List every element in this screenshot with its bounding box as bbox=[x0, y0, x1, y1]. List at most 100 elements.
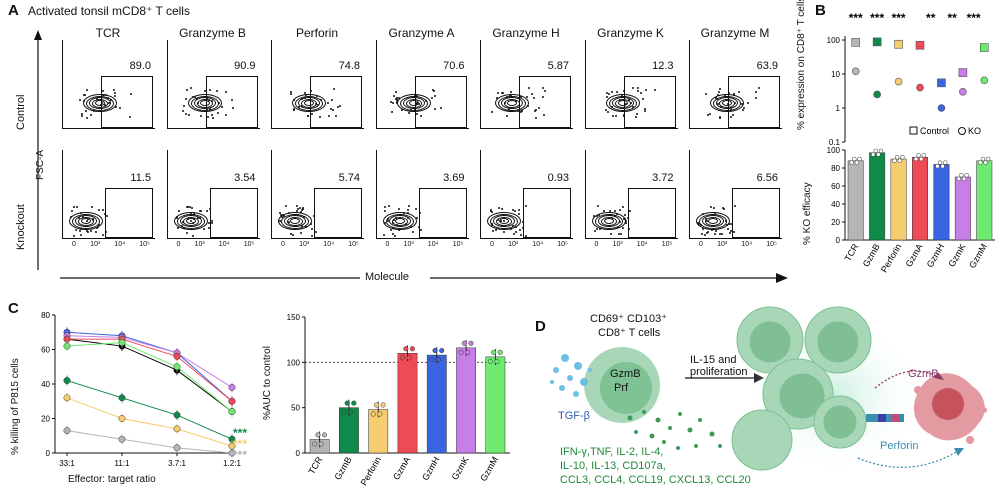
facs-event-dot bbox=[714, 232, 717, 235]
facs-event-dot bbox=[605, 92, 608, 95]
facs-event-dot bbox=[333, 87, 336, 90]
facs-event-dot bbox=[605, 96, 608, 99]
facs-event-dot bbox=[102, 234, 105, 237]
facs-event-dot bbox=[621, 227, 624, 230]
panel-c-xlabel: Effector: target ratio bbox=[68, 474, 156, 485]
facs-contour bbox=[495, 94, 529, 112]
panel-a-title: Activated tonsil mCD8⁺ T cells bbox=[28, 4, 190, 18]
facs-column-header: Granzyme K bbox=[597, 26, 664, 40]
facs-event-dot bbox=[231, 107, 234, 110]
facs-event-dot bbox=[206, 109, 209, 112]
facs-event-dot bbox=[615, 90, 618, 93]
facs-event-dot bbox=[542, 113, 545, 116]
facs-event-dot bbox=[643, 107, 646, 110]
facs-event-dot bbox=[408, 205, 411, 208]
facs-contour bbox=[69, 212, 103, 230]
panel-b-efficacy-dot bbox=[897, 158, 903, 164]
facs-event-dot bbox=[208, 222, 211, 225]
facs-event-dot bbox=[292, 98, 295, 101]
panel-b-efficacy-bar bbox=[933, 164, 950, 241]
facs-gate-percent: 12.3 bbox=[652, 60, 674, 72]
facs-event-dot bbox=[207, 99, 210, 102]
facs-event-dot bbox=[119, 106, 122, 109]
facs-event-dot bbox=[610, 217, 613, 220]
facs-event-dot bbox=[430, 96, 433, 99]
facs-event-dot bbox=[189, 205, 192, 208]
panel-d-right-perforin: Perforin bbox=[880, 440, 919, 452]
facs-x-tick: 10⁴ bbox=[323, 241, 335, 248]
facs-event-dot bbox=[518, 209, 521, 212]
panel-c-xtick-label: 33:1 bbox=[59, 459, 75, 468]
facs-event-dot bbox=[393, 94, 396, 97]
panel-b-legend-circle bbox=[958, 127, 966, 135]
facs-x-tick: 10⁵ bbox=[243, 241, 255, 248]
facs-event-dot bbox=[80, 113, 83, 116]
facs-event-dot bbox=[279, 212, 282, 215]
facs-x-tick: 10⁴ bbox=[636, 241, 648, 248]
facs-event-dot bbox=[206, 116, 209, 118]
panel-b-efficacy-dot bbox=[980, 156, 986, 162]
panel-d-tgf: TGF-β bbox=[558, 410, 590, 422]
panel-b-control-marker bbox=[851, 38, 861, 47]
facs-event-dot bbox=[702, 227, 705, 230]
panel-c-auc-dot bbox=[344, 400, 350, 406]
facs-event-dot bbox=[730, 106, 733, 109]
panel-c-point bbox=[63, 394, 71, 402]
panel-c-auc-dot bbox=[347, 409, 354, 415]
facs-event-dot bbox=[383, 205, 386, 208]
facs-event-dot bbox=[384, 221, 387, 224]
facs-event-dot bbox=[92, 219, 95, 222]
facs-x-tick: 10⁵ bbox=[348, 241, 359, 248]
facs-event-dot bbox=[508, 94, 511, 97]
facs-event-dot bbox=[502, 91, 505, 94]
facs-event-dot bbox=[86, 218, 89, 221]
facs-event-dot bbox=[512, 224, 514, 227]
facs-event-dot bbox=[190, 87, 193, 90]
panel-c-stars: *** bbox=[233, 437, 247, 451]
facs-event-dot bbox=[511, 209, 514, 212]
panel-b-efficacy-dot bbox=[918, 156, 924, 162]
facs-event-dot bbox=[184, 97, 187, 100]
facs-event-dot bbox=[696, 222, 699, 225]
facs-event-dot bbox=[98, 208, 101, 211]
facs-event-dot bbox=[392, 226, 395, 229]
facs-event-dot bbox=[396, 101, 399, 104]
facs-event-dot bbox=[504, 101, 507, 104]
panel-b-efficacy-dot bbox=[849, 160, 854, 165]
facs-event-dot bbox=[611, 91, 614, 94]
facs-event-dot bbox=[298, 105, 301, 108]
facs-event-dot bbox=[635, 113, 638, 116]
facs-event-dot bbox=[208, 88, 211, 91]
panel-b-efficacy-bar bbox=[976, 160, 993, 241]
facs-event-dot bbox=[186, 205, 189, 208]
facs-event-dot bbox=[734, 205, 737, 208]
facs-event-dot bbox=[191, 96, 194, 99]
facs-event-dot bbox=[418, 211, 421, 214]
facs-event-dot bbox=[721, 207, 724, 210]
facs-event-dot bbox=[593, 215, 596, 218]
facs-event-dot bbox=[225, 91, 228, 94]
facs-event-dot bbox=[107, 101, 110, 104]
facs-event-dot bbox=[645, 89, 648, 92]
panel-b-efficacy-dot bbox=[870, 152, 876, 157]
facs-event-dot bbox=[84, 93, 87, 96]
facs-event-dot bbox=[620, 232, 623, 235]
facs-event-dot bbox=[730, 116, 733, 119]
facs-event-dot bbox=[78, 229, 81, 232]
facs-event-dot bbox=[716, 97, 719, 100]
facs-event-dot bbox=[416, 94, 419, 97]
facs-event-dot bbox=[610, 105, 613, 108]
facs-event-dot bbox=[100, 103, 103, 106]
facs-event-dot bbox=[296, 209, 299, 212]
facs-event-dot bbox=[87, 231, 90, 234]
facs-event-dot bbox=[92, 110, 95, 113]
facs-event-dot bbox=[72, 205, 75, 208]
facs-event-dot bbox=[221, 106, 224, 109]
panel-b-category-label: GzmH bbox=[925, 242, 946, 269]
panel-b-efficacy-dot bbox=[852, 156, 857, 162]
facs-event-dot bbox=[283, 214, 286, 217]
facs-event-dot bbox=[386, 219, 389, 222]
facs-event-dot bbox=[86, 219, 89, 222]
panel-b-efficacy-dot bbox=[913, 156, 919, 162]
